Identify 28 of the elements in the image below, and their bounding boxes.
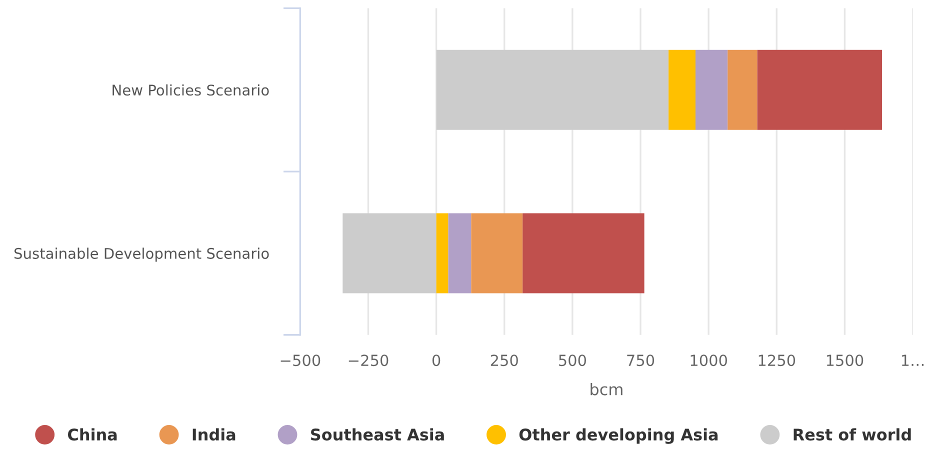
bar — [342, 213, 436, 294]
bar — [696, 50, 728, 130]
x-tick-label: 750 — [627, 354, 654, 366]
bar — [728, 50, 758, 130]
x-tick-label: −500 — [280, 354, 320, 366]
bar — [436, 213, 448, 294]
bar — [522, 213, 644, 294]
bar — [668, 50, 696, 130]
x-tick-label: 1000 — [690, 354, 727, 366]
bar — [757, 50, 882, 130]
y-tick-label: Sustainable Development Scenario — [14, 248, 269, 262]
legend-label: Southeast Asia — [311, 428, 444, 441]
x-tick-label: 1500 — [826, 354, 864, 366]
x-tick-label: 1250 — [758, 354, 796, 366]
bar — [471, 213, 523, 294]
y-tick-label: New Policies Scenario — [112, 84, 269, 96]
legend-label: India — [192, 428, 236, 441]
bar — [448, 213, 472, 294]
x-tick-label: 500 — [559, 354, 586, 366]
x-tick-label: 250 — [490, 354, 518, 366]
x-axis-title: bcm — [590, 383, 622, 396]
legend-label: China — [68, 428, 117, 441]
bar — [436, 50, 669, 130]
legend-label: Other developing Asia — [519, 428, 718, 444]
x-tick-label: 0 — [432, 354, 440, 366]
x-tick-label: −250 — [348, 354, 388, 366]
legend-label: Rest of world — [794, 428, 911, 441]
x-tick-label: 1… — [902, 354, 924, 366]
